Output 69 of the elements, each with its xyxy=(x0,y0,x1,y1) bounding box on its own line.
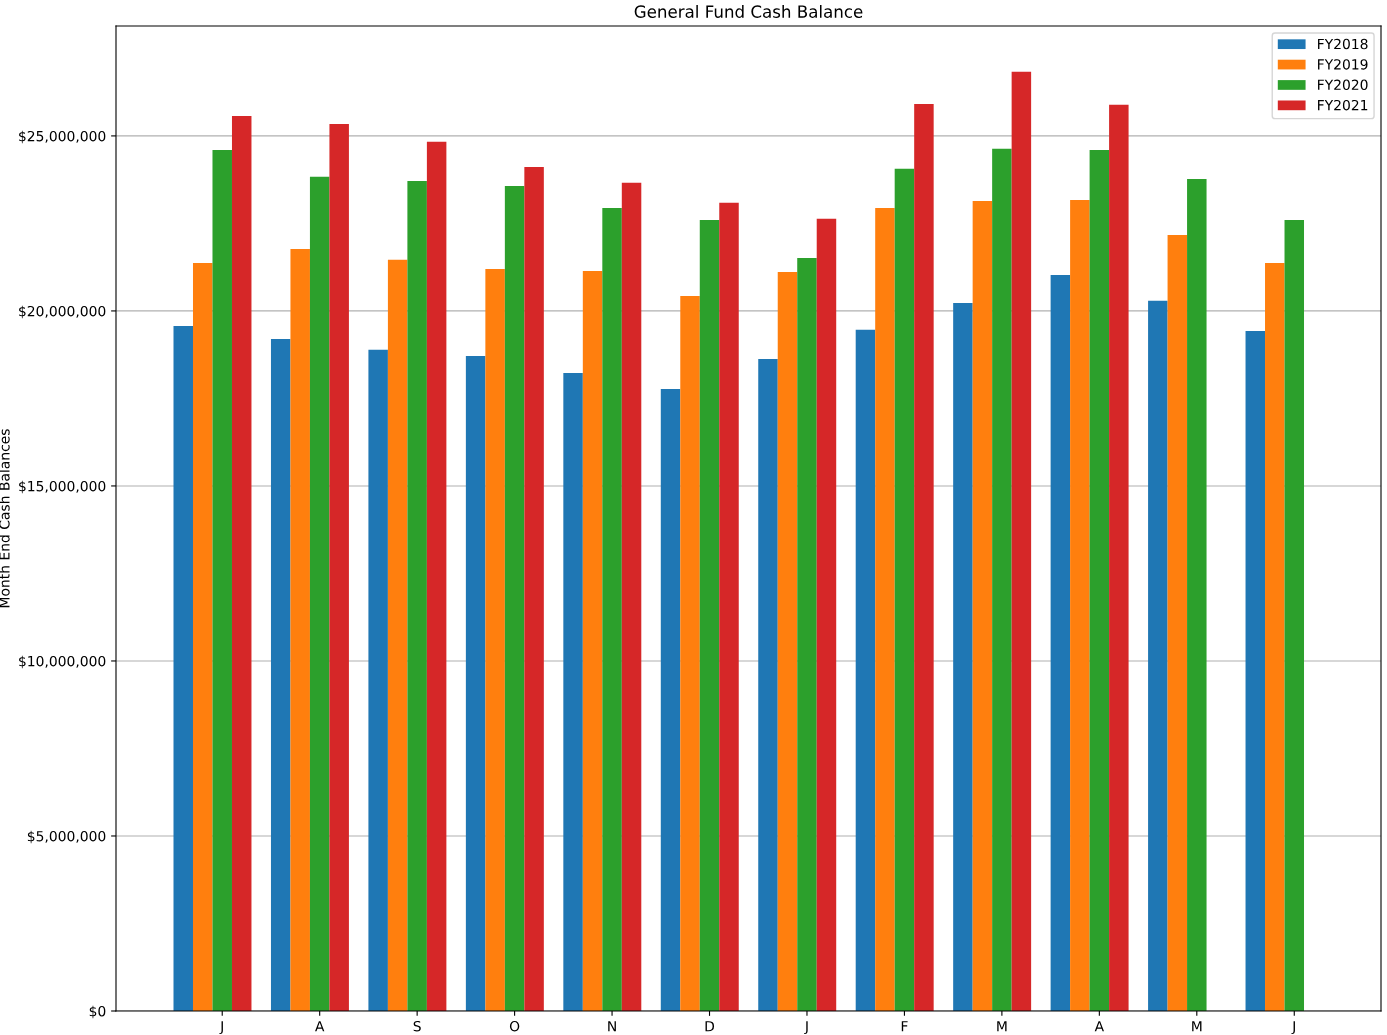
bar xyxy=(816,218,837,1011)
bar xyxy=(1245,330,1266,1011)
bar xyxy=(797,258,817,1011)
y-tick-label: $20,000,000 xyxy=(19,305,106,319)
x-tick-label: A xyxy=(315,1021,325,1032)
bar xyxy=(368,349,388,1011)
y-tick-label: $5,000,000 xyxy=(27,830,106,844)
bar xyxy=(1070,199,1090,1011)
legend-label: FY2021 xyxy=(1318,99,1368,111)
x-tick-label: J xyxy=(804,1021,808,1035)
bar xyxy=(329,124,349,1011)
bar xyxy=(621,182,642,1011)
legend-label: FY2020 xyxy=(1318,79,1368,91)
y-tick-label: $10,000,000 xyxy=(19,655,106,669)
legend-label: FY2019 xyxy=(1318,59,1368,70)
bar xyxy=(563,372,583,1011)
bar xyxy=(680,295,700,1011)
bar xyxy=(953,302,973,1011)
bar xyxy=(719,202,739,1011)
bar xyxy=(758,358,778,1011)
bar xyxy=(309,176,330,1011)
bar xyxy=(192,262,213,1011)
chart-title: General Fund Cash Balance xyxy=(634,5,863,18)
bar xyxy=(602,208,622,1011)
bar xyxy=(855,329,876,1011)
bar xyxy=(407,181,427,1011)
x-tick-label: J xyxy=(219,1021,223,1035)
bar xyxy=(1284,219,1305,1011)
x-tick-label: N xyxy=(608,1021,616,1032)
bar xyxy=(212,149,232,1011)
bar xyxy=(992,148,1012,1011)
bar xyxy=(894,168,915,1011)
bar xyxy=(1148,300,1168,1011)
bar xyxy=(1167,234,1188,1011)
bar xyxy=(1089,149,1110,1011)
x-tick-label: S xyxy=(413,1020,421,1032)
x-tick-label: A xyxy=(1094,1021,1104,1032)
x-tick-label: M xyxy=(1192,1021,1202,1032)
bar xyxy=(777,272,798,1011)
bar xyxy=(1011,71,1032,1011)
y-tick-label: $15,000,000 xyxy=(19,480,106,494)
y-tick-label: $0 xyxy=(89,1005,106,1019)
bar xyxy=(524,167,544,1011)
bar xyxy=(173,325,193,1011)
bar xyxy=(875,208,895,1011)
bar xyxy=(426,141,447,1011)
bar xyxy=(1109,104,1129,1011)
bar xyxy=(290,248,310,1011)
bar xyxy=(504,185,525,1011)
bar xyxy=(972,201,993,1011)
x-tick-label: F xyxy=(901,1021,908,1032)
bar xyxy=(582,271,603,1011)
bar xyxy=(231,115,252,1011)
bar xyxy=(270,338,291,1011)
bar xyxy=(465,356,486,1011)
bar xyxy=(1265,262,1285,1011)
x-tick-label: M xyxy=(997,1021,1007,1032)
bar xyxy=(660,388,681,1011)
bar xyxy=(699,219,720,1011)
x-tick-label: O xyxy=(509,1020,520,1032)
bar xyxy=(1050,274,1071,1011)
y-tick-label: $25,000,000 xyxy=(19,130,106,144)
bar xyxy=(1187,178,1207,1011)
bar xyxy=(914,104,934,1011)
bar xyxy=(387,259,408,1011)
x-tick-label: J xyxy=(1291,1021,1295,1035)
legend-label: FY2018 xyxy=(1318,38,1368,50)
bar xyxy=(485,268,505,1011)
x-tick-label: D xyxy=(705,1021,715,1032)
